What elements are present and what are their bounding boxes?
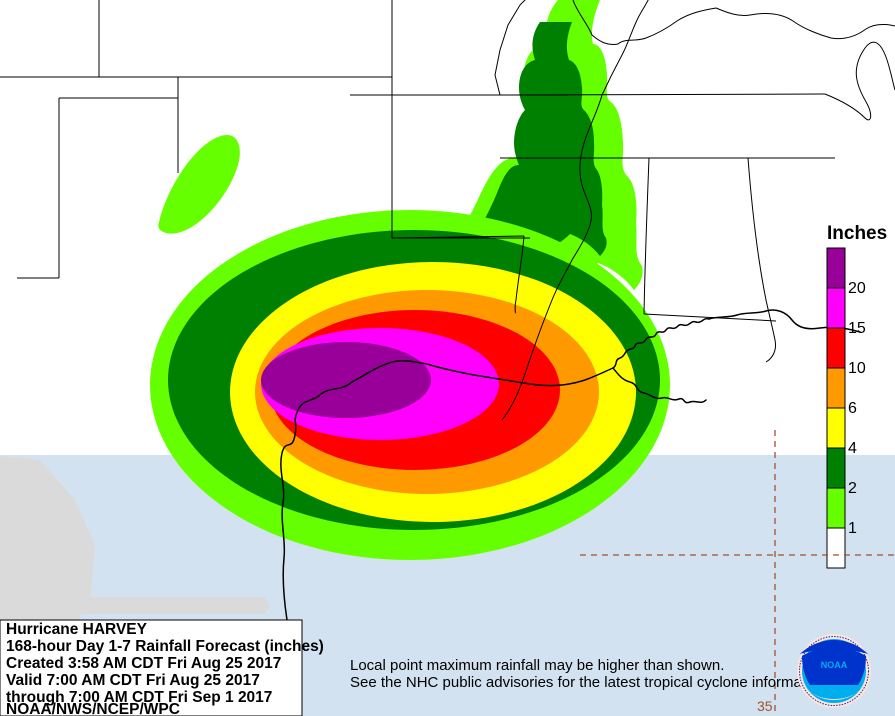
svg-text:NOAA/NWS/NCEP/WPC: NOAA/NWS/NCEP/WPC — [6, 701, 180, 716]
svg-text:Hurricane HARVEY: Hurricane HARVEY — [6, 621, 148, 638]
svg-text:Created 3:58 AM CDT Fri Aug 25: Created 3:58 AM CDT Fri Aug 25 2017 — [6, 655, 281, 672]
svg-text:2: 2 — [848, 480, 857, 497]
svg-text:4: 4 — [848, 440, 857, 457]
svg-text:10: 10 — [848, 360, 866, 377]
svg-text:6: 6 — [848, 400, 857, 417]
svg-text:1: 1 — [848, 520, 857, 537]
svg-text:20: 20 — [848, 280, 866, 297]
svg-text:NOAA: NOAA — [821, 660, 848, 670]
svg-text:Valid 7:00 AM CDT Fri Aug 25 2: Valid 7:00 AM CDT Fri Aug 25 2017 — [6, 672, 260, 689]
svg-text:See the NHC public advisories: See the NHC public advisories for the la… — [350, 674, 830, 691]
svg-text:Inches: Inches — [827, 223, 887, 244]
svg-text:168-hour Day 1-7 Rainfall Fore: 168-hour Day 1-7 Rainfall Forecast (inch… — [6, 638, 324, 655]
svg-text:15: 15 — [848, 320, 866, 337]
svg-text:35: 35 — [757, 698, 773, 714]
svg-text:Local point maximum rainfall m: Local point maximum rainfall may be high… — [350, 657, 724, 674]
